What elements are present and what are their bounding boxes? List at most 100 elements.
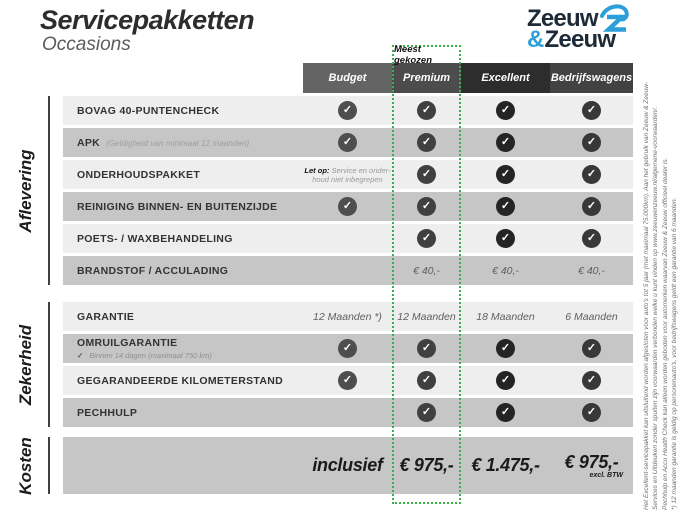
group-divider-line <box>48 437 50 494</box>
feature-cell: OMRUILGARANTIE ✓ Binnen 14 dagen (maximaal… <box>63 337 303 360</box>
table-row: GARANTIE 12 Maanden *) 12 Maanden 18 Maande… <box>63 302 633 331</box>
check-icon: ✓ <box>338 197 357 216</box>
table-cell: € 40,- <box>392 265 461 277</box>
check-icon: ✓ <box>582 197 601 216</box>
table-row: GEGARANDEERDE KILOMETERSTAND ✓ ✓ ✓ ✓ <box>63 366 633 395</box>
page-subtitle: Occasions <box>42 34 131 55</box>
page-title-block: Servicepakketten Occasions <box>40 5 255 56</box>
table-cell: ✓ <box>392 197 461 216</box>
group-rail: Zekerheid <box>0 302 63 427</box>
feature-line: GEGARANDEERDE KILOMETERSTAND <box>77 375 303 387</box>
check-icon: ✓ <box>338 133 357 152</box>
logo-word-2: Zeeuw <box>544 26 616 53</box>
feature-name: OMRUILGARANTIE <box>77 337 178 349</box>
column-header-premium: Premium <box>392 63 461 93</box>
table-cell: ✓ <box>392 165 461 184</box>
check-icon: ✓ <box>496 165 515 184</box>
feature-line: BRANDSTOF / ACCULADING <box>77 265 303 277</box>
feature-line: OMRUILGARANTIE <box>77 337 303 349</box>
most-chosen-badge: Meest gekozen <box>394 44 459 66</box>
totals-value: inclusief <box>312 455 383 475</box>
group-rows: BOVAG 40-PUNTENCHECK ✓ ✓ ✓ ✓ APK (Geldigheid v… <box>63 96 633 285</box>
table-row: POETS- / WAXBEHANDELING ✓ ✓ ✓ <box>63 224 633 253</box>
table-cell: ✓ <box>550 101 633 120</box>
group-rail: Kosten <box>0 437 63 494</box>
table-cell: ✓ <box>550 165 633 184</box>
table-cell: ✓ <box>303 197 392 216</box>
table-cell: ✓ <box>550 371 633 390</box>
check-icon: ✓ <box>338 371 357 390</box>
check-icon: ✓ <box>582 339 601 358</box>
check-icon: ✓ <box>582 229 601 248</box>
check-icon: ✓ <box>338 339 357 358</box>
group-rail: Aflevering <box>0 96 63 285</box>
table-cell: ✓ <box>392 229 461 248</box>
feature-cell: GEGARANDEERDE KILOMETERSTAND <box>63 375 303 387</box>
totals-cell: € 1.475,- <box>461 455 550 476</box>
group-label: Kosten <box>16 436 35 495</box>
totals-value: € 975,- <box>564 452 619 472</box>
feature-cell: APK (Geldigheid van minimaal 12 maanden) <box>63 137 303 149</box>
fine-print-line: Het Excellent-servicepakket kan uitsluit… <box>643 81 650 510</box>
table-cell: ✓ <box>392 371 461 390</box>
feature-line: GARANTIE <box>77 311 303 323</box>
feature-cell: BRANDSTOF / ACCULADING <box>63 265 303 277</box>
table-cell: ✓ <box>550 197 633 216</box>
table-cell: 12 Maanden <box>392 311 461 323</box>
cell-value: 6 Maanden <box>565 310 618 323</box>
column-header-bedrijfswagens: Bedrijfswagens <box>550 63 633 93</box>
table-cell: ✓ <box>392 403 461 422</box>
table-cell: ✓ <box>461 101 550 120</box>
check-icon: ✓ <box>582 133 601 152</box>
feature-name: ONDERHOUDSPAKKET <box>77 168 201 181</box>
feature-line: BOVAG 40-PUNTENCHECK <box>77 105 303 117</box>
group-aflevering: Aflevering BOVAG 40-PUNTENCHECK ✓ ✓ ✓ ✓ APK (Ge… <box>0 96 633 285</box>
table-cell: ✓ <box>303 371 392 390</box>
check-icon: ✓ <box>417 197 436 216</box>
feature-line: PECHHULP <box>77 407 303 419</box>
feature-cell: ONDERHOUDSPAKKET <box>63 169 303 181</box>
table-cell: ✓ <box>550 229 633 248</box>
group-zekerheid: Zekerheid GARANTIE 12 Maanden *) 12 Maanden… <box>0 302 633 427</box>
group-rows: inclusief € 975,- € 1.475,- € 975,- excl. BT… <box>63 437 633 494</box>
table-cell: ✓ <box>392 101 461 120</box>
check-icon: ✓ <box>496 371 515 390</box>
group-label: Zekerheid <box>16 324 35 405</box>
z-swoosh-icon <box>599 4 629 32</box>
totals-cell: € 975,- excl. BTW <box>550 452 633 479</box>
feature-cell: REINIGING BINNEN- EN BUITENZIJDE <box>63 201 303 213</box>
table-cell: ✓ <box>461 403 550 422</box>
feature-cell: GARANTIE <box>63 311 303 323</box>
table-row: PECHHULP ✓ ✓ ✓ <box>63 398 633 427</box>
feature-name: POETS- / WAXBEHANDELING <box>77 232 233 245</box>
feature-inline-note: (Geldigheid van minimaal 12 maanden) <box>106 138 250 148</box>
table-row: OMRUILGARANTIE ✓ Binnen 14 dagen (maximaal… <box>63 334 633 363</box>
feature-line: POETS- / WAXBEHANDELING <box>77 233 303 245</box>
zeeuw-en-zeeuw-logo: Zeeuw & Zeeuw <box>527 4 629 52</box>
column-headers: Budget Premium Excellent Bedrijfswagens <box>303 63 633 93</box>
check-icon: ✓ <box>338 101 357 120</box>
table-row: ONDERHOUDSPAKKET Let op: Service en onder… <box>63 160 633 189</box>
cell-value: 12 Maanden *) <box>313 310 382 323</box>
feature-name: BOVAG 40-PUNTENCHECK <box>77 104 220 117</box>
table-cell: ✓ <box>461 339 550 358</box>
note-bold-label: Let op: <box>304 165 332 175</box>
table-row: APK (Geldigheid van minimaal 12 maanden) ✓… <box>63 128 633 157</box>
fine-print-line: Services en Uitdeuken zonder spuiten zij… <box>652 106 660 510</box>
table-cell: ✓ <box>303 133 392 152</box>
logo-line-2: & Zeeuw <box>527 28 629 52</box>
check-icon: ✓ <box>496 197 515 216</box>
feature-name: BRANDSTOF / ACCULADING <box>77 264 229 277</box>
group-label: Aflevering <box>16 148 35 233</box>
table-cell: ✓ <box>550 403 633 422</box>
table-cell: ✓ <box>303 339 392 358</box>
table-cell: 6 Maanden <box>550 311 633 323</box>
check-icon: ✓ <box>582 403 601 422</box>
check-icon: ✓ <box>496 339 515 358</box>
feature-line: APK (Geldigheid van minimaal 12 maanden) <box>77 137 303 149</box>
table-cell: ✓ <box>461 133 550 152</box>
fine-print: Het Excellent-servicepakket kan uitsluit… <box>642 5 683 511</box>
feature-name: REINIGING BINNEN- EN BUITENZIJDE <box>77 200 278 213</box>
table-cell: 18 Maanden <box>461 311 550 323</box>
